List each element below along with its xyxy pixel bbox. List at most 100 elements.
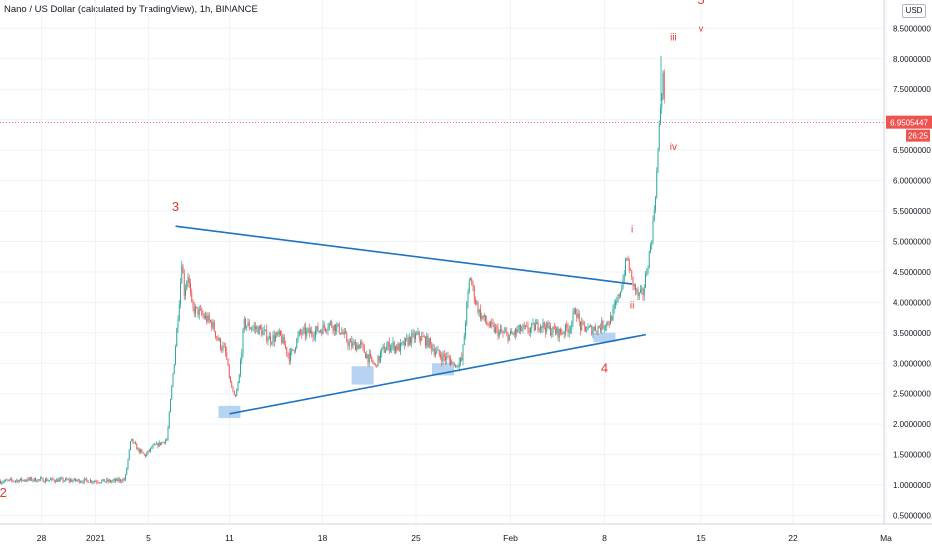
candle: [336, 322, 338, 335]
candle-body: [262, 331, 264, 336]
candle: [638, 292, 640, 301]
candle: [51, 477, 53, 482]
chart-title: Nano / US Dollar (calculated by TradingV…: [4, 4, 258, 15]
candle: [635, 283, 636, 296]
candle: [245, 317, 246, 331]
candle-body: [521, 329, 523, 332]
candle: [571, 320, 573, 334]
candle-body: [542, 322, 544, 328]
candle: [552, 326, 554, 338]
candle-body: [92, 481, 94, 483]
candle-body: [273, 335, 275, 342]
candle-body: [530, 328, 531, 333]
candle: [217, 334, 219, 341]
candle-body: [506, 331, 508, 333]
candle-body: [368, 353, 370, 363]
candle: [256, 324, 258, 333]
candle: [293, 349, 295, 355]
candle-body: [637, 289, 639, 297]
candle: [13, 480, 15, 482]
candle: [578, 310, 580, 327]
candle: [46, 476, 48, 482]
candle-body: [88, 482, 90, 484]
candle-body: [341, 332, 343, 334]
candle: [395, 345, 396, 355]
candle-body: [593, 327, 595, 331]
candle-body: [170, 399, 171, 413]
candle: [40, 476, 41, 482]
candle-body: [161, 442, 163, 445]
countdown-label: 26:25: [908, 132, 929, 141]
candle-body: [596, 330, 598, 332]
candle: [338, 321, 340, 335]
candle: [483, 312, 485, 322]
candle: [30, 476, 31, 482]
candle: [561, 328, 563, 336]
candle-body: [215, 331, 216, 337]
candle: [186, 280, 188, 291]
candle-body: [631, 270, 633, 277]
candle-body: [61, 478, 63, 480]
candle: [407, 335, 409, 348]
y-tick-label: 0.5000000: [893, 512, 931, 521]
candle-body: [312, 334, 314, 337]
candle-body: [67, 479, 69, 481]
candle-body: [345, 331, 346, 334]
candle-body: [15, 480, 16, 482]
candle-body: [55, 481, 56, 483]
candle-body: [577, 313, 579, 318]
candle: [81, 480, 83, 483]
candle-body: [247, 322, 249, 326]
x-tick-label: 22: [788, 533, 798, 543]
candle-body: [53, 479, 55, 482]
wave-label: 2: [0, 485, 7, 500]
candle-body: [230, 377, 231, 383]
candle-body: [507, 332, 509, 341]
candle: [95, 480, 96, 483]
candle: [453, 362, 455, 367]
candle-body: [576, 314, 578, 318]
currency-button[interactable]: USD: [902, 4, 926, 18]
candle-body: [7, 480, 9, 481]
candle: [472, 280, 474, 292]
candle: [622, 274, 624, 290]
candle-body: [93, 481, 95, 483]
candle: [430, 336, 431, 349]
candle: [455, 364, 456, 368]
candle-body: [240, 360, 241, 375]
candle: [25, 479, 26, 483]
candle-body: [86, 478, 88, 481]
candle-body: [361, 342, 363, 344]
candle-body: [31, 477, 33, 481]
candle-body: [255, 326, 256, 329]
candle-body: [545, 327, 546, 332]
candle-body: [237, 382, 239, 390]
candle-body: [78, 479, 80, 483]
candle-body: [447, 356, 449, 358]
wave-label: 3: [172, 199, 179, 214]
candle-body: [213, 322, 215, 332]
candle-body: [401, 342, 403, 344]
candle: [21, 476, 23, 483]
candle-body: [120, 479, 121, 482]
wave-label: i: [631, 224, 633, 235]
candle: [236, 388, 238, 397]
candle: [50, 477, 51, 481]
candle-body: [107, 479, 109, 482]
candle: [500, 324, 501, 335]
candle: [250, 326, 251, 330]
candle-body: [6, 479, 8, 481]
candle: [221, 345, 223, 354]
candle: [363, 343, 365, 353]
candle: [285, 340, 286, 350]
candle-body: [211, 321, 213, 328]
candle: [302, 326, 304, 336]
candle-body: [30, 477, 31, 480]
candle-body: [615, 302, 616, 306]
candle: [521, 325, 523, 332]
candle-body: [448, 356, 450, 360]
candle-body: [382, 346, 384, 348]
candle-body: [566, 324, 568, 329]
candle: [656, 167, 658, 200]
